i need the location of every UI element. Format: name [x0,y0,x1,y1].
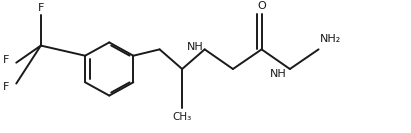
Text: F: F [3,55,9,65]
Text: NH₂: NH₂ [320,34,342,44]
Text: NH: NH [270,69,286,79]
Text: F: F [38,3,44,13]
Text: F: F [3,82,9,92]
Text: NH: NH [187,41,204,51]
Text: CH₃: CH₃ [173,112,192,122]
Text: O: O [257,1,266,11]
